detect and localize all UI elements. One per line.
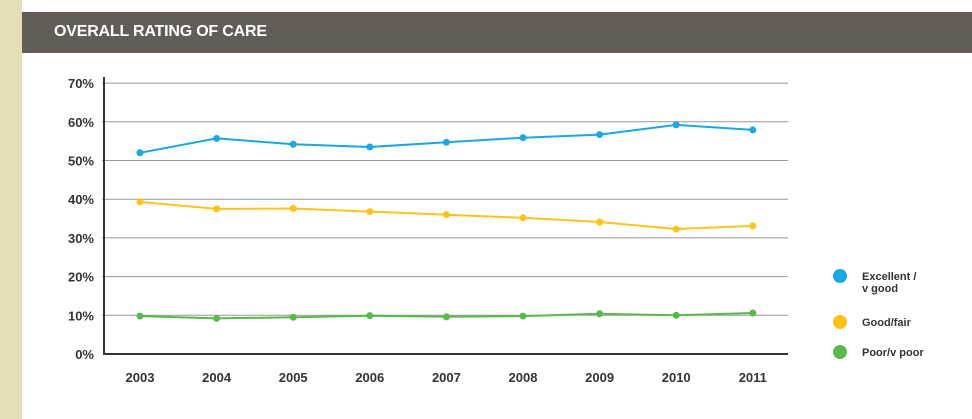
data-point bbox=[289, 204, 297, 212]
data-point bbox=[519, 214, 527, 222]
x-tick-label: 2003 bbox=[126, 370, 155, 385]
data-point bbox=[749, 126, 757, 134]
data-point bbox=[672, 121, 680, 129]
data-point bbox=[442, 138, 450, 146]
y-tick-label: 40% bbox=[68, 192, 94, 207]
data-point bbox=[519, 134, 527, 142]
data-point bbox=[289, 313, 297, 321]
data-point bbox=[442, 211, 450, 219]
data-point bbox=[596, 218, 604, 226]
data-point bbox=[672, 311, 680, 319]
legend-marker bbox=[833, 269, 847, 283]
y-tick-label: 20% bbox=[68, 270, 94, 285]
data-point bbox=[213, 314, 221, 322]
data-point bbox=[596, 131, 604, 139]
data-point bbox=[672, 225, 680, 233]
data-point bbox=[136, 198, 144, 206]
data-point bbox=[289, 140, 297, 148]
x-tick-label: 2007 bbox=[432, 370, 461, 385]
y-tick-label: 0% bbox=[75, 347, 94, 362]
data-point bbox=[596, 310, 604, 318]
legend-label: Good/fair bbox=[862, 317, 912, 329]
data-point bbox=[213, 205, 221, 213]
legend-label: Poor/v poor bbox=[862, 347, 924, 359]
data-point bbox=[136, 149, 144, 157]
y-tick-label: 10% bbox=[68, 308, 94, 323]
data-point bbox=[366, 208, 374, 216]
x-tick-label: 2009 bbox=[585, 370, 614, 385]
data-point bbox=[366, 143, 374, 151]
x-tick-label: 2006 bbox=[355, 370, 384, 385]
data-point bbox=[213, 134, 221, 142]
data-point bbox=[749, 309, 757, 317]
data-point bbox=[136, 312, 144, 320]
data-point bbox=[749, 222, 757, 230]
x-tick-label: 2011 bbox=[739, 370, 767, 385]
data-point bbox=[366, 312, 374, 320]
legend-marker bbox=[833, 345, 847, 359]
data-point bbox=[519, 312, 527, 320]
legend-label: Excellent / bbox=[862, 271, 916, 283]
x-tick-label: 2008 bbox=[509, 370, 538, 385]
x-tick-label: 2005 bbox=[279, 370, 308, 385]
chart-panel bbox=[22, 0, 972, 419]
y-tick-label: 30% bbox=[68, 231, 94, 246]
x-tick-label: 2010 bbox=[662, 370, 691, 385]
y-tick-label: 50% bbox=[68, 154, 94, 169]
chart-title: OVERALL RATING OF CARE bbox=[54, 23, 267, 40]
chart-header: OVERALL RATING OF CARE bbox=[22, 12, 972, 53]
y-tick-label: 60% bbox=[68, 115, 94, 130]
legend-marker bbox=[833, 315, 847, 329]
x-tick-label: 2004 bbox=[202, 370, 232, 385]
legend-label: v good bbox=[862, 283, 898, 295]
data-point bbox=[442, 313, 450, 321]
y-tick-label: 70% bbox=[68, 76, 94, 91]
